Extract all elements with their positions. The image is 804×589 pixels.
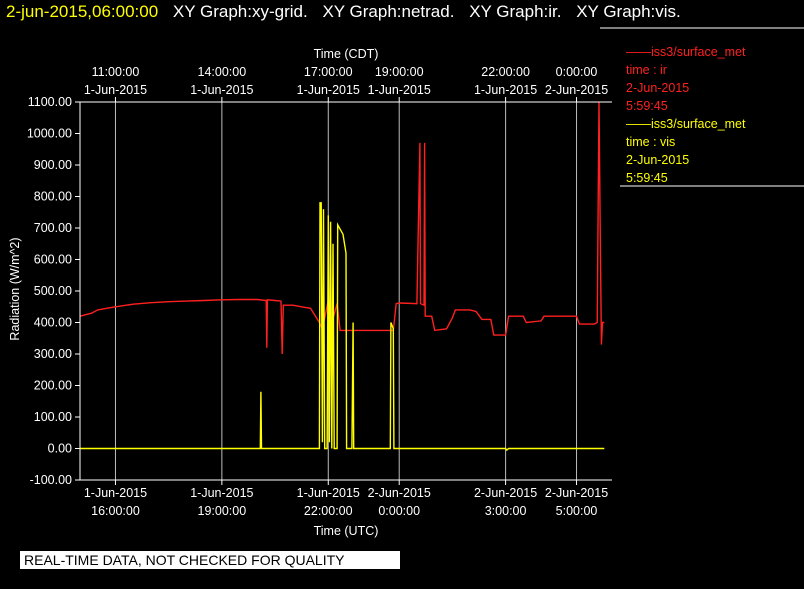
legend-ir-time: 5:59:45 (626, 99, 668, 113)
y-tick-label: 800.00 (34, 190, 72, 204)
y-tick-label: 900.00 (34, 158, 72, 172)
x-tick-label-date: 1-Jun-2015 (297, 486, 360, 500)
legend-vis-var: time : vis (626, 135, 676, 149)
legend-vis-source: ——iss3/surface_met (626, 117, 746, 131)
y-tick-label: 700.00 (34, 221, 72, 235)
x2-tick-label-date: 1-Jun-2015 (190, 83, 253, 97)
x2-tick-label-date: 1-Jun-2015 (368, 83, 431, 97)
legend-ir-date: 2-Jun-2015 (626, 81, 690, 95)
y-tick-label: 400.00 (34, 316, 72, 330)
x-tick-label-date: 2-Jun-2015 (368, 486, 431, 500)
x-tick-label-time: 16:00:00 (91, 504, 140, 518)
series-vis-line (80, 202, 605, 452)
y-tick-label: 500.00 (34, 284, 72, 298)
y-tick-label: 1100.00 (28, 95, 72, 109)
legend-ir-var: time : ir (626, 63, 667, 77)
series-ir-line (79, 101, 605, 355)
x2-tick-label-time: 17:00:00 (304, 65, 353, 79)
x-tick-label-date: 2-Jun-2015 (474, 486, 537, 500)
y-tick-label: 300.00 (34, 347, 72, 361)
title-bar: 2-jun-2015,06:00:00 XY Graph:xy-grid. XY… (6, 2, 681, 22)
x2-axis-label: Time (CDT) (314, 47, 379, 61)
y-axis-label: Radiation (W/m^2) (8, 237, 22, 340)
y-tick-label: 200.00 (34, 379, 72, 393)
x2-tick-label-time: 19:00:00 (375, 65, 424, 79)
x2-tick-label-date: 2-Jun-2015 (545, 83, 608, 97)
legend-entry-vis: ——iss3/surface_met time : vis 2-Jun-2015… (626, 115, 745, 187)
axes: 1-Jun-2015 16:00:00 1-Jun-2015 19:00:00 1-Ju… (27, 65, 612, 518)
y-tick-label: 600.00 (34, 253, 72, 267)
x-tick-label-date: 1-Jun-2015 (84, 486, 147, 500)
x2-tick-label-date: 1-Jun-2015 (297, 83, 360, 97)
x2-tick-label-time: 11:00:00 (92, 65, 140, 79)
legend-ir-source: ——iss3/surface_met (626, 45, 746, 59)
x2-tick-label-date: 1-Jun-2015 (474, 83, 537, 97)
y-tick-label: 100.00 (34, 410, 72, 424)
legend-vis-time: 5:59:45 (626, 171, 668, 185)
x2-tick-label-time: 14:00:00 (198, 65, 247, 79)
x-tick-label-date: 2-Jun-2015 (545, 486, 608, 500)
legend-vis-date: 2-Jun-2015 (626, 153, 690, 167)
x-tick-label-date: 1-Jun-2015 (190, 486, 253, 500)
y-tick-label: 1000.00 (27, 127, 72, 141)
quality-disclaimer: REAL-TIME DATA, NOT CHECKED FOR QUALITY (20, 551, 400, 569)
x2-tick-label-time: 0:00:00 (556, 65, 598, 79)
legend-entry-ir: ——iss3/surface_met time : ir 2-Jun-2015 … (626, 43, 745, 115)
x2-tick-label-date: 1-Jun-2015 (84, 83, 147, 97)
graph-name-xy-grid[interactable]: XY Graph:xy-grid. (172, 2, 308, 21)
graph-name-vis[interactable]: XY Graph:vis. (576, 2, 681, 21)
x-tick-label-time: 0:00:00 (378, 504, 420, 518)
x2-tick-label-time: 22:00:00 (481, 65, 530, 79)
x-tick-label-time: 3:00:00 (485, 504, 527, 518)
x-tick-label-time: 19:00:00 (198, 504, 247, 518)
y-tick-label: 0.00 (48, 442, 72, 456)
graph-name-ir[interactable]: XY Graph:ir. (469, 2, 562, 21)
x-tick-label-time: 22:00:00 (304, 504, 353, 518)
x-axis-label: Time (UTC) (314, 524, 379, 538)
series-lines (79, 101, 605, 452)
x-tick-label-time: 5:00:00 (556, 504, 598, 518)
y-tick-label: -100.00 (30, 473, 72, 487)
header-timestamp: 2-jun-2015,06:00:00 (6, 2, 159, 21)
graph-name-netrad[interactable]: XY Graph:netrad. (322, 2, 455, 21)
